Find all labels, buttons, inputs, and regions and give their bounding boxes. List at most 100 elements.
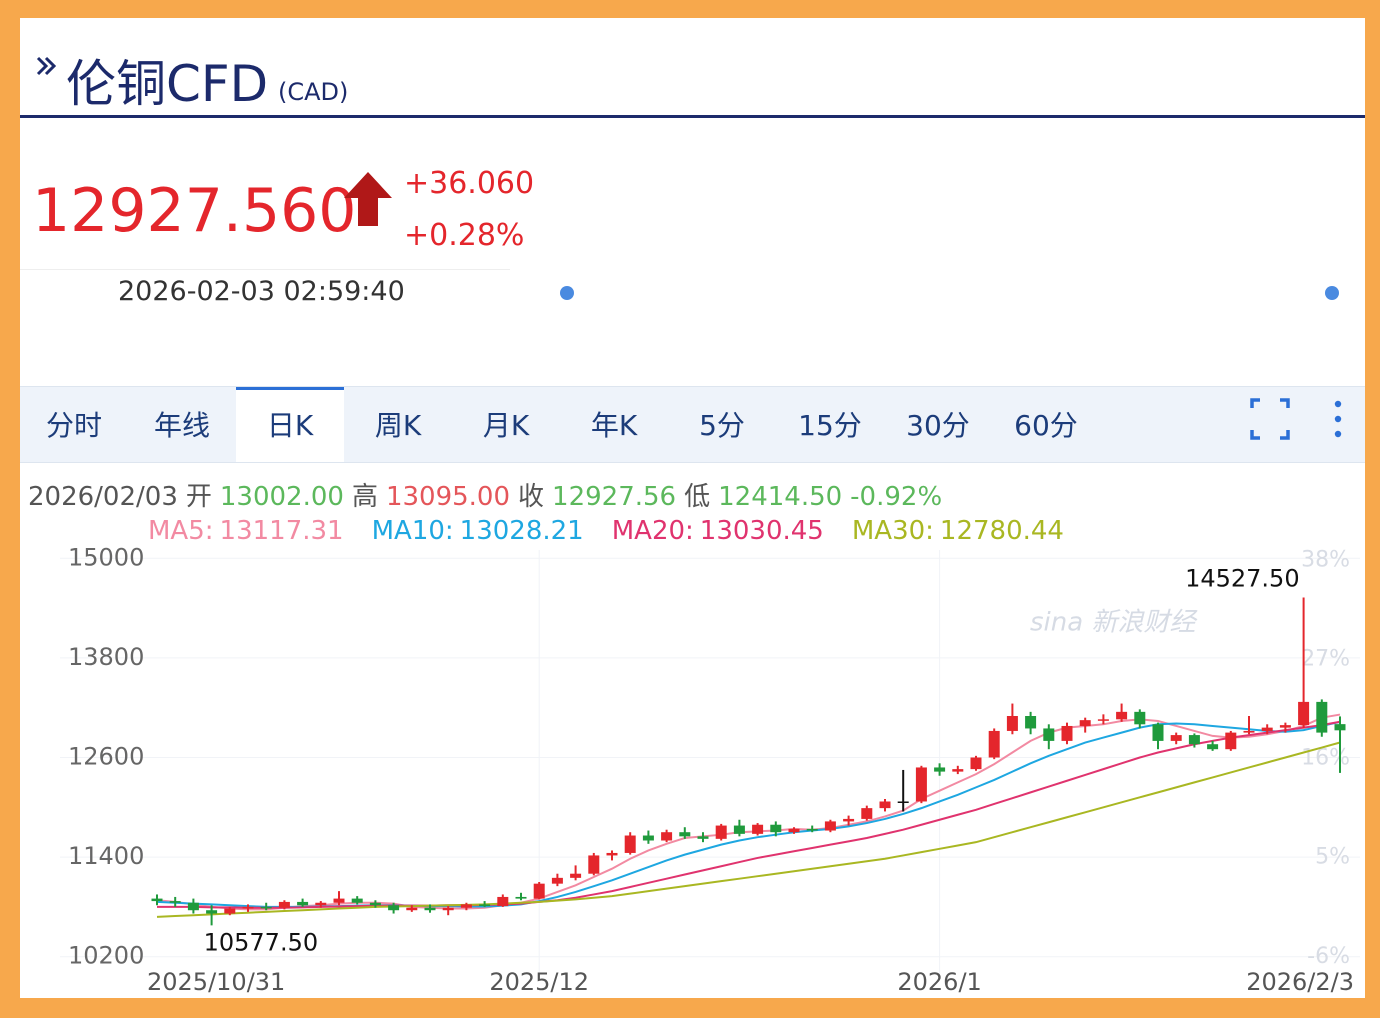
candle-body <box>1061 725 1073 741</box>
more-button[interactable] <box>1334 400 1342 438</box>
candle-body <box>661 832 673 841</box>
title: 伦铜CFD <box>66 55 269 113</box>
period-tab[interactable]: 年K <box>590 409 638 442</box>
ma-line <box>156 720 1341 908</box>
toolbar-icons <box>1250 398 1342 440</box>
period-tab[interactable]: 30分 <box>906 409 970 442</box>
candle-body <box>224 908 236 914</box>
candle-body <box>1170 735 1182 741</box>
title-rule <box>20 115 1365 118</box>
info-change: -0.92% <box>850 482 943 512</box>
candle-body <box>788 828 800 833</box>
info-label: 高 <box>351 482 378 512</box>
candle-body <box>879 801 891 809</box>
info-label: 低 <box>684 482 711 512</box>
candle-body <box>1298 701 1310 726</box>
candle-body <box>242 906 254 909</box>
period-tab[interactable]: 15分 <box>798 409 862 442</box>
legend-label: MA5: <box>148 516 214 546</box>
chevron-icon <box>36 56 57 76</box>
candle-body <box>315 902 327 906</box>
candle-body <box>1025 716 1037 729</box>
candle-body <box>1261 727 1273 731</box>
candle-body <box>442 907 454 911</box>
candle-body <box>1207 744 1219 750</box>
candle-body <box>1279 725 1291 728</box>
period-tab[interactable]: 5分 <box>699 409 745 442</box>
candle-body <box>1116 711 1128 720</box>
candle-body <box>679 832 691 837</box>
subtitle: (CAD) <box>278 78 349 106</box>
change: +36.060 <box>404 166 535 201</box>
period-tab[interactable]: 日K <box>236 387 344 462</box>
candle-body <box>169 901 181 903</box>
candle-body <box>824 821 836 831</box>
info-date: 2026/02/03 <box>28 482 178 512</box>
info-low: 12414.50 <box>718 482 843 512</box>
candle-body <box>570 873 582 878</box>
page-dot <box>560 286 574 300</box>
divider <box>20 269 510 270</box>
fullscreen-button[interactable] <box>1250 398 1290 440</box>
candle-body <box>606 852 618 856</box>
candle-body <box>351 898 363 903</box>
candle-body <box>297 901 309 906</box>
period-tab[interactable]: 年线 <box>153 409 210 442</box>
candle-body <box>642 835 654 841</box>
period-tab[interactable]: 周K <box>374 409 422 442</box>
info-high: 13095.00 <box>385 482 511 512</box>
candle-body <box>970 757 982 770</box>
candle-body <box>551 877 563 884</box>
y-tick-label: 12600 <box>68 743 144 771</box>
candle-body <box>151 898 163 902</box>
candle-body <box>1097 719 1109 721</box>
period-tab[interactable]: 月K <box>482 409 530 442</box>
period-tab[interactable]: 60分 <box>1014 409 1078 442</box>
price: 12927.560 <box>32 176 357 246</box>
candle-body <box>1225 732 1237 750</box>
quote-time: 2026-02-03 02:59:40 <box>118 276 405 307</box>
candle-body <box>988 730 1000 758</box>
candle-body <box>624 835 636 853</box>
y2-tick-label: 27% <box>1301 647 1350 672</box>
candle-body <box>333 898 345 903</box>
candle-body <box>1006 716 1018 731</box>
candle-body <box>388 905 400 911</box>
candle-body <box>952 769 964 772</box>
candle-body <box>843 818 855 822</box>
period-tab[interactable]: 分时 <box>45 409 102 442</box>
candle-body <box>278 901 290 908</box>
ma-line <box>156 741 1341 918</box>
info-open: 13002.00 <box>219 482 344 512</box>
candle-body <box>515 896 527 899</box>
candle-body <box>697 836 709 839</box>
candle-body <box>369 902 381 906</box>
candle-body <box>861 808 873 819</box>
candle-body <box>460 904 472 908</box>
watermark: sina 新浪财经 <box>1030 608 1198 638</box>
legend-value: 12780.44 <box>939 516 1064 546</box>
candle-body <box>1334 724 1346 731</box>
legend-label: MA10: <box>371 516 454 546</box>
y-tick-label: 15000 <box>68 543 144 571</box>
candle-body <box>1152 724 1164 741</box>
candle-body <box>1043 728 1055 741</box>
x-tick-label: 2025/12 <box>489 968 589 996</box>
y-tick-label: 10200 <box>68 942 144 970</box>
page-dot <box>1325 286 1339 300</box>
candle-body <box>406 907 418 911</box>
candle-body <box>1079 720 1091 726</box>
candle-body <box>770 824 782 833</box>
period-tabs: 分时 年线 日K 周K 月K 年K 5分 15分 30分 60分 <box>20 386 1365 463</box>
extreme-label: 10577.50 <box>204 928 319 956</box>
up-arrow <box>344 172 392 226</box>
candle-body <box>497 896 509 907</box>
candle-body <box>897 801 909 803</box>
y2-tick-label: 16% <box>1301 746 1350 771</box>
candle-body <box>479 904 491 907</box>
info-label: 开 <box>185 482 212 512</box>
ohlc-info: 2026/02/03 开 13002.00 高 13095.00 收 12927.56 低 12… <box>28 476 950 513</box>
candle-body <box>187 902 199 911</box>
y2-tick-label: 5% <box>1315 845 1350 870</box>
